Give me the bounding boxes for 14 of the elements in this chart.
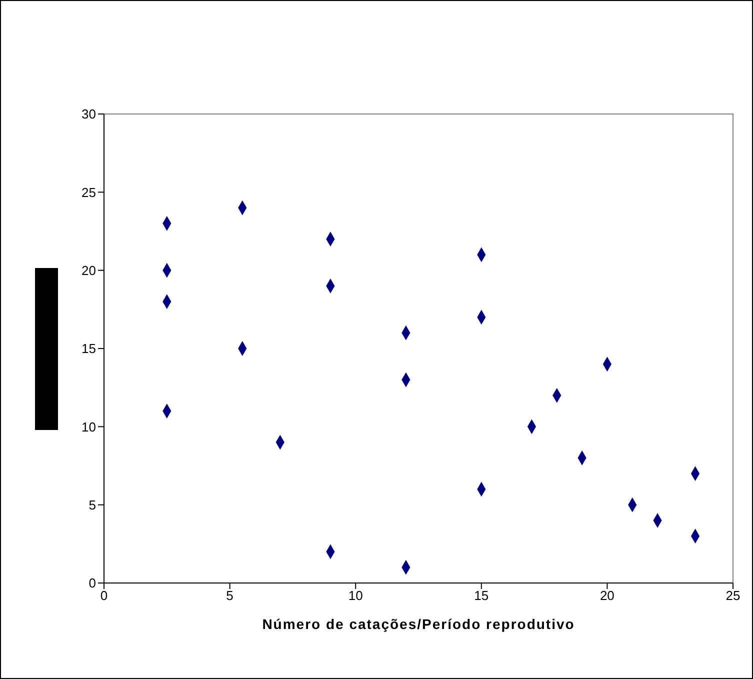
x-tick-label: 5 bbox=[226, 588, 234, 604]
x-tick-label: 10 bbox=[348, 588, 363, 604]
x-axis-title: Número de catações/Período reprodutivo bbox=[262, 616, 575, 632]
x-tick-label: 20 bbox=[600, 588, 614, 604]
y-tick-label: 25 bbox=[82, 184, 96, 200]
x-tick-label: 25 bbox=[726, 588, 740, 604]
y-tick-label: 30 bbox=[82, 106, 96, 122]
y-tick-label: 15 bbox=[82, 341, 96, 356]
y-tick-label: 20 bbox=[82, 262, 96, 278]
x-tick-label: 15 bbox=[474, 588, 489, 604]
y-tick-label: 5 bbox=[88, 497, 96, 512]
x-tick-label: 0 bbox=[100, 588, 108, 604]
y-tick-label: 10 bbox=[82, 419, 96, 434]
y-tick-label: 0 bbox=[88, 576, 96, 591]
